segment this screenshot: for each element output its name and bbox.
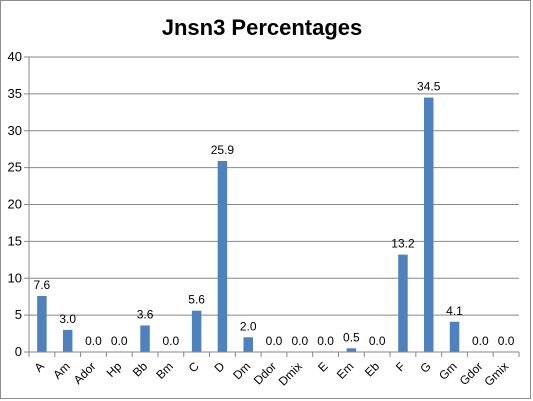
data-label: 25.9 [211,143,235,157]
bar [346,348,357,352]
data-label: 0.0 [291,334,308,348]
bar [191,310,202,352]
bar [140,325,150,352]
x-tick-label: G [417,359,434,376]
bar [37,295,47,352]
data-label: 0.0 [369,334,386,348]
x-tick-label: Eb [362,359,383,380]
data-label: 7.6 [34,278,51,292]
y-axis-ticks: 0 5 10 15 20 25 30 35 40 [8,49,22,359]
x-tick-label: F [393,359,408,374]
bar [217,160,228,352]
data-label: 0.0 [162,334,179,348]
x-tick-label: Dmix [276,359,305,388]
x-tick-label: Bb [130,359,151,380]
y-tick-label: 30 [8,123,22,138]
y-tick-label: 35 [8,86,22,101]
bar [423,97,434,352]
data-label: 0.0 [472,334,489,348]
bar [243,337,253,352]
bar [398,254,408,352]
y-tick-label: 25 [8,160,22,175]
y-tick-label: 0 [15,344,22,359]
y-tick-label: 15 [8,233,22,248]
data-label: 0.0 [498,334,515,348]
x-tick-label: Ador [71,359,99,387]
bars [37,97,460,352]
data-label: 2.0 [240,319,257,333]
bar [449,321,460,352]
data-label: 4.1 [446,304,463,318]
x-tick-label: E [315,359,331,375]
y-tick-label: 40 [8,49,22,64]
x-tick-label: Bm [153,359,176,382]
data-label: 3.0 [59,312,76,326]
x-tick-label: Ddor [251,359,279,387]
x-tick-label: D [212,359,228,375]
x-tick-label: Hp [104,359,125,380]
data-label: 0.0 [317,334,334,348]
data-label: 0.0 [111,334,128,348]
data-label: 0.0 [266,334,283,348]
x-tick-label: Em [334,359,357,382]
x-tick-label: Gdor [457,359,486,388]
y-tick-label: 20 [8,197,22,212]
x-tick-label: Gm [436,359,460,383]
bar [62,329,73,352]
x-tick-label: A [31,359,47,375]
chart-title: Jnsn3 Percentages [162,15,363,40]
x-tick-label: C [186,359,202,375]
gridlines [24,56,519,353]
data-label: 3.6 [137,307,154,321]
y-tick-label: 5 [15,307,22,322]
x-tick-label: Gmix [482,359,512,389]
x-tick-label: Am [50,359,73,382]
data-label: 5.6 [188,293,205,307]
data-label: 34.5 [417,80,441,94]
x-tick-label: Dm [230,359,253,382]
data-labels: 7.6 3.0 0.0 0.0 3.6 0.0 5.6 25.9 2.0 0.0 0.0 0.0 0.5… [34,80,515,348]
y-tick-label: 10 [8,270,22,285]
data-label: 0.5 [343,330,360,344]
data-label: 13.2 [391,237,415,251]
data-label: 0.0 [85,334,102,348]
